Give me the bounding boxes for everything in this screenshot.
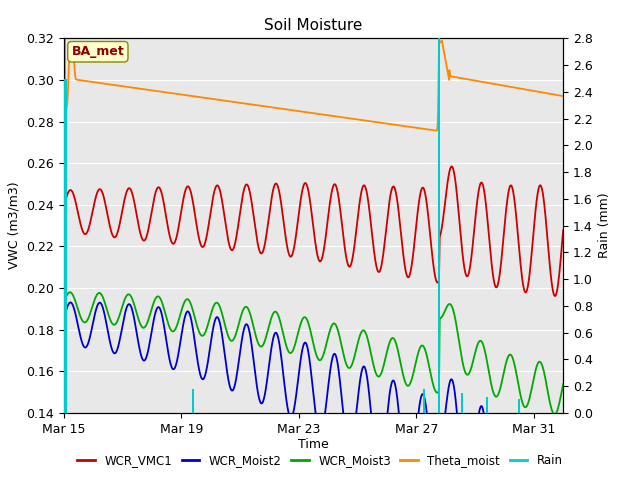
Bar xyxy=(64,79,67,413)
X-axis label: Time: Time xyxy=(298,438,329,451)
Y-axis label: VWC (m3/m3): VWC (m3/m3) xyxy=(8,182,21,269)
Legend: WCR_VMC1, WCR_Moist2, WCR_Moist3, Theta_moist, Rain: WCR_VMC1, WCR_Moist2, WCR_Moist3, Theta_… xyxy=(72,449,568,472)
Bar xyxy=(461,393,463,413)
Bar xyxy=(192,389,195,413)
Bar xyxy=(518,399,520,413)
Bar xyxy=(438,38,440,413)
Bar xyxy=(422,389,425,413)
Text: BA_met: BA_met xyxy=(72,45,124,58)
Y-axis label: Rain (mm): Rain (mm) xyxy=(598,193,611,258)
Title: Soil Moisture: Soil Moisture xyxy=(264,18,363,33)
Bar xyxy=(486,397,488,413)
